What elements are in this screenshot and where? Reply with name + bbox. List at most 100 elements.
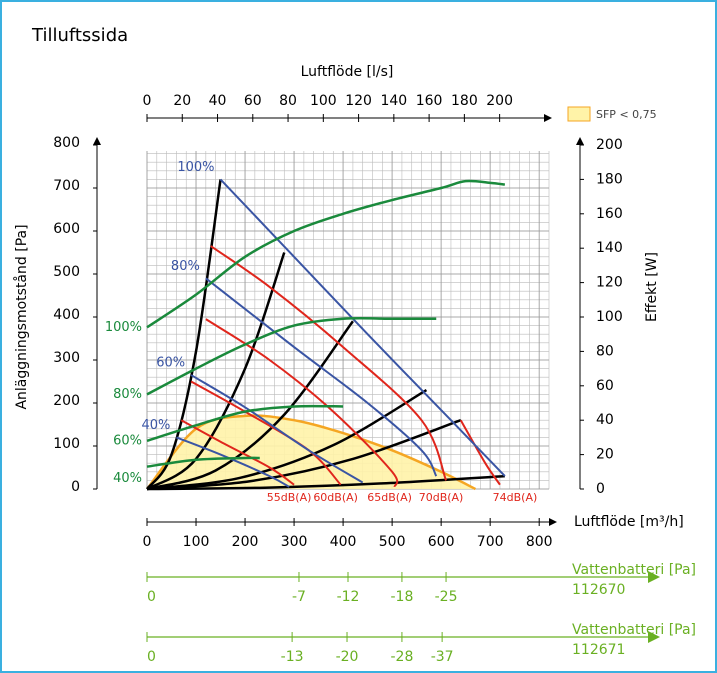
- axis-arrow: [544, 114, 552, 122]
- x-axis-title: Luftflöde [m³/h]: [574, 514, 684, 530]
- y2-tick-label: 120: [596, 275, 623, 291]
- power-label: 60%: [113, 433, 142, 448]
- legend-label: SFP < 0,75: [596, 108, 657, 121]
- x2-tick-label: 140: [380, 93, 407, 109]
- sound-label: 65dB(A): [367, 491, 412, 504]
- system-curve: [145, 179, 222, 490]
- sound-curve: [180, 419, 295, 486]
- y-tick-label: 700: [53, 178, 80, 194]
- y2-axis-title: Effekt [W]: [644, 252, 660, 322]
- x2-tick-label: 100: [310, 93, 337, 109]
- y-axis-title: Anläggningsmotstånd [Pa]: [13, 224, 30, 409]
- y2-tick-label: 180: [596, 171, 623, 187]
- x2-tick-label: 120: [345, 93, 372, 109]
- y2-tick-label: 160: [596, 206, 623, 222]
- system-curve: [146, 320, 354, 491]
- x2-tick-label: 200: [486, 93, 513, 109]
- speed-curve: [205, 277, 438, 477]
- y-tick-label: 0: [71, 479, 80, 495]
- water-tick-label: -18: [390, 589, 413, 605]
- system-curve: [146, 252, 286, 491]
- y2-tick-label: 20: [596, 447, 614, 463]
- y-tick-label: 800: [53, 135, 80, 151]
- water-tick-label: -25: [435, 589, 458, 605]
- x-tick-label: 200: [232, 534, 259, 550]
- sound-label: 55dB(A): [267, 491, 312, 504]
- x2-tick-label: 20: [173, 93, 191, 109]
- x2-tick-label: 40: [209, 93, 227, 109]
- y2-tick-label: 40: [596, 412, 614, 428]
- y2-tick-label: 140: [596, 240, 623, 256]
- chart-title: Tilluftssida: [31, 25, 128, 46]
- speed-curve: [176, 436, 290, 488]
- water-tick-label: -12: [337, 589, 360, 605]
- speed-curve: [190, 374, 364, 484]
- water-tick-label: 0: [147, 589, 156, 605]
- power-label: 100%: [105, 320, 142, 335]
- sound-curve: [205, 318, 399, 488]
- x2-tick-label: 160: [416, 93, 443, 109]
- speed-label: 100%: [177, 160, 214, 175]
- speed-label: 60%: [156, 356, 185, 371]
- water-name: Vattenbatteri [Pa]: [572, 622, 696, 638]
- x-tick-label: 100: [183, 534, 210, 550]
- y-tick-label: 100: [53, 436, 80, 452]
- y-tick-label: 200: [53, 393, 80, 409]
- sound-curve: [210, 245, 447, 481]
- x-tick-label: 300: [281, 534, 308, 550]
- sound-label: 70dB(A): [419, 491, 464, 504]
- x-tick-label: 700: [477, 534, 504, 550]
- x2-tick-label: 0: [143, 93, 152, 109]
- axis-arrow: [93, 137, 101, 145]
- speed-label: 80%: [171, 259, 200, 274]
- water-model: 112671: [572, 642, 625, 658]
- axis-arrow: [648, 571, 660, 583]
- y-tick-label: 400: [53, 307, 80, 323]
- power-curve: [146, 179, 506, 329]
- power-label: 80%: [113, 387, 142, 402]
- speed-curve: [219, 178, 506, 477]
- y2-tick-label: 100: [596, 309, 623, 325]
- x-tick-label: 400: [330, 534, 357, 550]
- x2-tick-label: 80: [279, 93, 297, 109]
- y-tick-label: 300: [53, 350, 80, 366]
- x2-tick-label: 60: [244, 93, 262, 109]
- water-tick-label: -7: [292, 589, 306, 605]
- system-curve: [146, 474, 505, 491]
- water-model: 112670: [572, 582, 625, 598]
- system-curve: [146, 419, 462, 491]
- water-name: Vattenbatteri [Pa]: [572, 562, 696, 578]
- power-label: 40%: [113, 471, 142, 486]
- x-tick-label: 0: [143, 534, 152, 550]
- water-tick-label: -28: [390, 649, 413, 665]
- x2-tick-label: 180: [451, 93, 478, 109]
- y2-tick-label: 80: [596, 343, 614, 359]
- power-curve: [146, 404, 344, 443]
- axis-arrow: [576, 137, 584, 145]
- sound-curve: [459, 419, 501, 486]
- axis-arrow: [648, 631, 660, 643]
- x-tick-label: 800: [526, 534, 553, 550]
- y-tick-label: 600: [53, 221, 80, 237]
- y2-tick-label: 60: [596, 378, 614, 394]
- legend-swatch: [567, 106, 591, 122]
- water-tick-label: -20: [336, 649, 359, 665]
- x-tick-label: 500: [379, 534, 406, 550]
- x-tick-label: 600: [428, 534, 455, 550]
- speed-label: 40%: [142, 418, 171, 433]
- x2-axis-title: Luftflöde [l/s]: [301, 64, 394, 80]
- y-tick-label: 500: [53, 264, 80, 280]
- system-curve: [146, 389, 428, 491]
- y2-tick-label: 0: [596, 481, 605, 497]
- power-curve: [146, 316, 437, 396]
- axis-arrow: [549, 518, 557, 526]
- y2-tick-label: 200: [596, 137, 623, 153]
- water-tick-label: -13: [281, 649, 304, 665]
- water-tick-label: 0: [147, 649, 156, 665]
- power-curve: [146, 456, 260, 468]
- sound-label: 60dB(A): [313, 491, 358, 504]
- water-tick-label: -37: [431, 649, 454, 665]
- sound-label: 74dB(A): [493, 491, 538, 504]
